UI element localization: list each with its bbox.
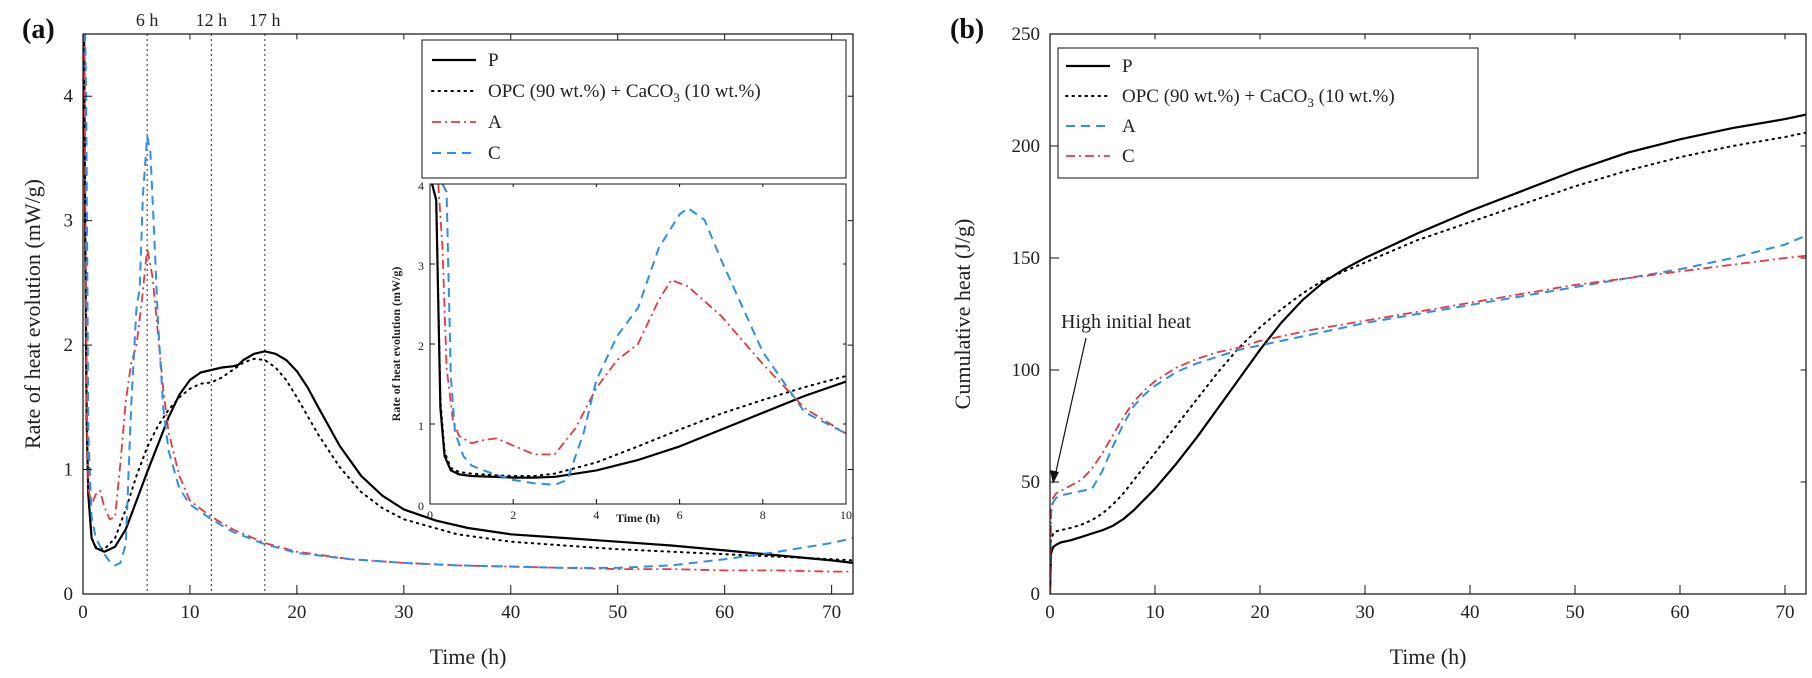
a-legend-label: OPC (90 wt.%) + CaCO3 (10 wt.%)	[488, 81, 761, 105]
b-legend-label: OPC (90 wt.%) + CaCO3 (10 wt.%)	[1122, 86, 1395, 110]
b-y-tick-label: 100	[1012, 360, 1041, 381]
annotation-text: High initial heat	[1061, 311, 1191, 333]
inset-series-opc-90-wt-caco3-10-wt	[431, 184, 846, 477]
inset-series-group	[431, 184, 846, 486]
inset-chart: 0 2 4 6 8 10 0 1 2 3 4 Time (h) Rate of heat evol…	[389, 179, 852, 525]
a-y-axis-title: Rate of heat evolution (mW/g)	[20, 179, 45, 449]
inset-y-tick-label: 3	[418, 259, 424, 273]
a-legend-label: A	[488, 112, 502, 133]
a-x-tick-label: 70	[822, 602, 841, 623]
inset-series-c	[441, 184, 846, 486]
a-series-group	[83, 34, 853, 573]
a-x-tick-label: 20	[287, 602, 306, 623]
b-series-opc-90-wt-caco3-10-wt	[1050, 131, 1806, 594]
vline-label-12h: 12 h	[196, 10, 228, 30]
a-x-ticks: 0 10 20 30 40 50 60 70	[78, 34, 841, 623]
b-y-tick-label: 0	[1031, 584, 1041, 605]
a-y-ticks: 0 1 2 3 4	[64, 86, 853, 605]
a-legend: P OPC (90 wt.%) + CaCO3 (10 wt.%) AC	[421, 39, 847, 179]
inset-x-tick-label: 2	[510, 508, 516, 522]
a-y-tick-label: 4	[64, 86, 74, 107]
b-legend-box	[1057, 47, 1479, 179]
panel-b-label: (b)	[950, 14, 984, 45]
b-x-tick-label: 40	[1461, 602, 1480, 623]
b-x-tick-label: 50	[1566, 602, 1585, 623]
b-y-tick-label: 250	[1012, 24, 1041, 45]
b-legend-label: C	[1122, 146, 1135, 167]
inset-y-tick-label: 1	[418, 419, 424, 433]
a-x-axis-title: Time (h)	[430, 644, 507, 669]
a-series-c	[83, 34, 853, 569]
inset-y-axis-title: Rate of heat evolution (mW/g)	[389, 267, 403, 422]
a-x-tick-label: 50	[608, 602, 627, 623]
inset-x-tick-label: 4	[593, 508, 599, 522]
b-x-tick-label: 0	[1045, 602, 1055, 623]
a-legend-box	[421, 39, 847, 179]
inset-y-tick-label: 4	[418, 179, 424, 193]
b-y-tick-label: 150	[1012, 248, 1041, 269]
vline-label-17h: 17 h	[249, 10, 281, 30]
b-y-axis-title: Cumulative heat (J/g)	[950, 219, 975, 410]
panel-a-frame	[82, 33, 854, 595]
b-x-tick-label: 60	[1671, 602, 1690, 623]
a-y-tick-label: 3	[64, 211, 74, 232]
b-x-axis-title: Time (h)	[1390, 644, 1467, 669]
inset-x-axis-title: Time (h)	[616, 511, 660, 525]
b-legend-label: A	[1122, 116, 1136, 137]
a-x-tick-label: 60	[715, 602, 734, 623]
a-legend-label: P	[488, 50, 499, 71]
a-series-p	[83, 34, 853, 564]
a-x-tick-label: 10	[180, 602, 199, 623]
a-vertical-markers: 6 h 12 h 17 h	[136, 10, 281, 594]
a-y-tick-label: 2	[64, 335, 74, 356]
a-x-tick-label: 0	[78, 602, 88, 623]
a-legend-label: C	[488, 143, 501, 164]
inset-x-tick-label: 8	[760, 508, 766, 522]
b-x-ticks: 0 10 20 30 40 50 60 70	[1045, 34, 1795, 623]
a-x-tick-label: 30	[394, 602, 413, 623]
b-x-tick-label: 10	[1146, 602, 1165, 623]
b-series-a	[1050, 234, 1806, 594]
inset-y-ticks: 0 1 2 3 4	[418, 179, 846, 513]
inset-series-p	[431, 184, 846, 479]
vline-label-6h: 6 h	[136, 10, 159, 30]
inset-x-tick-label: 0	[427, 508, 433, 522]
b-y-tick-label: 50	[1021, 472, 1040, 493]
annotation-arrow-line	[1054, 337, 1087, 477]
b-legend: P OPC (90 wt.%) + CaCO3 (10 wt.%) AC	[1057, 47, 1479, 179]
b-x-tick-label: 70	[1776, 602, 1795, 623]
a-y-tick-label: 0	[64, 584, 74, 605]
b-series-group	[1050, 113, 1806, 594]
panel-b-frame	[1049, 33, 1807, 595]
inset-y-tick-label: 0	[418, 499, 424, 513]
panel-b: (b) 0 10 20 30 40 50 60 70 0 50 100 150 200 250 Time…	[950, 14, 1807, 669]
b-x-tick-label: 20	[1251, 602, 1270, 623]
b-legend-label: P	[1122, 56, 1133, 77]
b-x-tick-label: 30	[1356, 602, 1375, 623]
panel-a-label: (a)	[22, 14, 55, 45]
high-initial-heat-annotation: High initial heat	[1050, 311, 1191, 484]
b-series-p	[1050, 113, 1806, 594]
b-y-ticks: 0 50 100 150 200 250	[1012, 24, 1806, 605]
annotation-arrowhead	[1050, 470, 1059, 484]
inset-y-tick-label: 2	[418, 339, 424, 353]
b-y-tick-label: 200	[1012, 136, 1041, 157]
inset-x-tick-label: 10	[840, 508, 852, 522]
b-series-c	[1050, 254, 1806, 594]
a-y-tick-label: 1	[64, 460, 74, 481]
a-x-tick-label: 40	[501, 602, 520, 623]
inset-x-tick-label: 6	[677, 508, 683, 522]
